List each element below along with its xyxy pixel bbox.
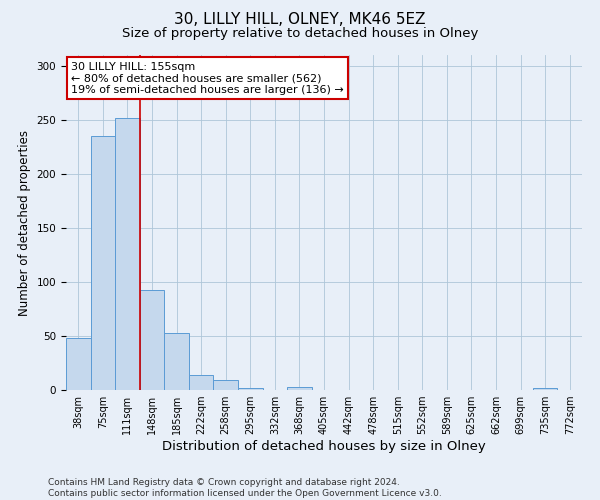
X-axis label: Distribution of detached houses by size in Olney: Distribution of detached houses by size …: [162, 440, 486, 453]
Text: Contains HM Land Registry data © Crown copyright and database right 2024.
Contai: Contains HM Land Registry data © Crown c…: [48, 478, 442, 498]
Text: 30, LILLY HILL, OLNEY, MK46 5EZ: 30, LILLY HILL, OLNEY, MK46 5EZ: [174, 12, 426, 28]
Bar: [189, 375, 214, 390]
Bar: [91, 136, 115, 390]
Bar: [214, 380, 238, 390]
Bar: [287, 387, 312, 390]
Bar: [66, 338, 91, 390]
Bar: [533, 388, 557, 390]
Bar: [115, 118, 140, 390]
Bar: [164, 332, 189, 390]
Bar: [238, 388, 263, 390]
Y-axis label: Number of detached properties: Number of detached properties: [18, 130, 31, 316]
Text: Size of property relative to detached houses in Olney: Size of property relative to detached ho…: [122, 28, 478, 40]
Text: 30 LILLY HILL: 155sqm
← 80% of detached houses are smaller (562)
19% of semi-det: 30 LILLY HILL: 155sqm ← 80% of detached …: [71, 62, 344, 95]
Bar: [140, 290, 164, 390]
